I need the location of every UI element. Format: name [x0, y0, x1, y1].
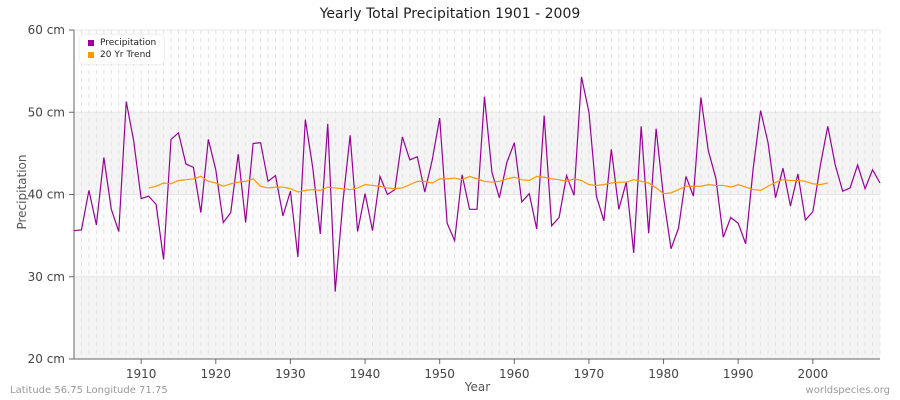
y-tick-label: 20 cm — [28, 352, 65, 366]
legend-item-trend: 20 Yr Trend — [88, 49, 156, 61]
y-tick-label: 40 cm — [28, 188, 65, 202]
x-tick-label: 1930 — [275, 367, 306, 381]
x-tick-label: 1980 — [648, 367, 679, 381]
y-tick-label: 50 cm — [28, 105, 65, 119]
x-tick-label: 2000 — [798, 367, 829, 381]
location-label: Latitude 56.75 Longitude 71.75 — [10, 385, 168, 396]
trend-swatch-icon — [88, 52, 94, 58]
x-tick-label: 1950 — [424, 367, 455, 381]
chart-legend: Precipitation 20 Yr Trend — [80, 35, 165, 64]
legend-item-precipitation: Precipitation — [88, 37, 156, 49]
x-tick-label: 1920 — [201, 367, 232, 381]
x-tick-label: 1940 — [350, 367, 381, 381]
trend-line — [148, 175, 828, 195]
x-tick-label: 1990 — [723, 367, 754, 381]
y-tick-label: 60 cm — [28, 23, 65, 37]
source-label: worldspecies.org — [805, 385, 890, 396]
y-axis-label: Precipitation — [15, 154, 29, 230]
y-tick-label: 30 cm — [28, 270, 65, 284]
x-axis-label: Year — [464, 380, 491, 394]
precipitation-swatch-icon — [88, 40, 94, 46]
x-tick-label: 1910 — [126, 367, 157, 381]
precipitation-line — [73, 76, 881, 292]
chart-title: Yearly Total Precipitation 1901 - 2009 — [319, 6, 581, 22]
x-tick-label: 1960 — [499, 367, 530, 381]
x-tick-label: 1970 — [574, 367, 605, 381]
